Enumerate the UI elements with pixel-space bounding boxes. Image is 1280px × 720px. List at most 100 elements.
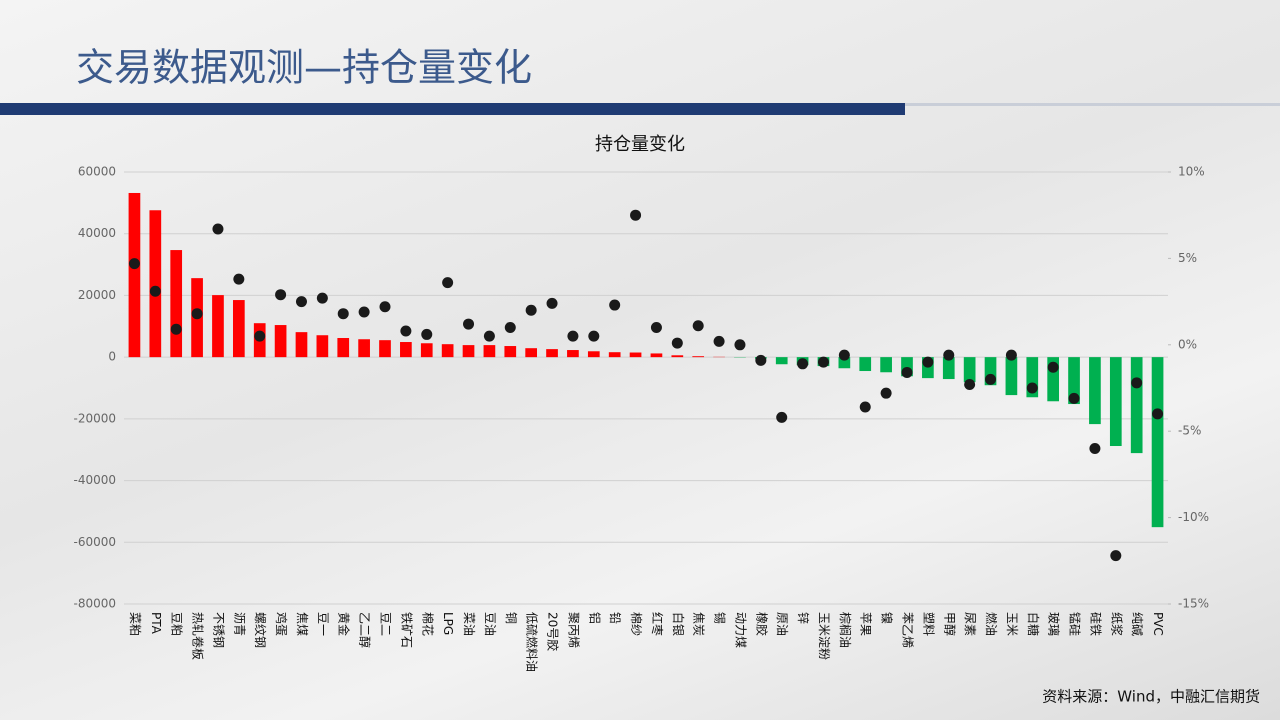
- x-tick-label: 铅: [608, 612, 622, 624]
- x-tick-label: 塑料: [921, 612, 936, 636]
- bar: [316, 335, 329, 358]
- dot: [630, 209, 642, 221]
- x-tick-label: 铝: [587, 612, 602, 624]
- dot: [316, 292, 328, 304]
- dot: [483, 330, 495, 342]
- dot: [734, 339, 746, 351]
- bar: [942, 357, 955, 380]
- y-tick-label: 60000: [78, 165, 116, 179]
- dot: [170, 323, 182, 335]
- chart-title: 持仓量变化: [595, 134, 685, 155]
- x-tick-label: 玉米: [1005, 612, 1019, 636]
- page-title: 交易数据观测—持仓量变化: [76, 46, 532, 90]
- bar: [650, 353, 663, 358]
- bar: [1109, 357, 1122, 447]
- x-tick-label: 橡胶: [754, 612, 769, 636]
- dot: [1152, 408, 1164, 420]
- header-bar: [0, 103, 905, 115]
- source: 资料来源：Wind，中融汇信期货: [1042, 688, 1260, 706]
- bar: [775, 357, 788, 365]
- dot: [859, 401, 871, 413]
- dot: [442, 277, 454, 289]
- x-tick-label: 菜粕: [128, 612, 143, 636]
- bar: [337, 338, 350, 358]
- bar: [1047, 357, 1060, 402]
- dot: [1110, 550, 1122, 562]
- bar: [1089, 357, 1101, 425]
- dot: [922, 356, 934, 368]
- y-tick-label: -20000: [73, 411, 116, 425]
- dot: [149, 285, 161, 297]
- x-tick-label: 红枣: [650, 612, 665, 636]
- dot: [191, 308, 203, 320]
- x-tick-label: 焦煤: [295, 612, 309, 636]
- bar: [441, 344, 454, 358]
- x-tick-label: 豆一: [316, 612, 330, 636]
- dot: [546, 297, 558, 309]
- dot: [567, 330, 579, 342]
- bar: [420, 343, 433, 358]
- dot: [1068, 392, 1080, 404]
- bar: [212, 295, 224, 358]
- dot: [421, 328, 433, 340]
- x-tick-label: 白银: [671, 612, 686, 636]
- x-tick-label: LPG: [441, 612, 455, 635]
- x-tick-label: 20号胶: [546, 612, 561, 651]
- y-tick-label: -80000: [73, 597, 116, 611]
- bar: [838, 357, 851, 369]
- dot: [400, 325, 412, 337]
- bar: [629, 352, 642, 358]
- dot: [838, 349, 850, 361]
- bar: [692, 356, 705, 358]
- dot: [817, 356, 829, 368]
- bar: [1026, 357, 1039, 398]
- bar: [149, 210, 162, 358]
- dot: [943, 349, 955, 361]
- x-tick-label: 原油: [775, 612, 789, 636]
- dot: [776, 411, 788, 423]
- x-tick-label: 铜: [504, 612, 519, 624]
- dot: [1047, 361, 1059, 373]
- dot: [275, 289, 287, 301]
- x-tick-label: 甲醇: [942, 612, 957, 636]
- bar: [170, 250, 183, 358]
- dot: [1131, 377, 1143, 389]
- x-tick-label: 铁矿石: [399, 612, 413, 648]
- x-tick-label: 棕榈油: [838, 612, 853, 648]
- bar: [462, 345, 475, 358]
- dot: [964, 379, 976, 391]
- x-tick-label: 尿素: [963, 612, 977, 636]
- x-tick-label: 乙二醇: [358, 612, 373, 648]
- dot: [463, 318, 475, 330]
- bar: [880, 357, 892, 373]
- x-tick-label: 燃油: [984, 612, 999, 636]
- x-tick-label: 豆二: [379, 612, 393, 636]
- dot: [233, 273, 245, 285]
- bar: [1130, 357, 1143, 454]
- x-tick-label: 螺纹钢: [253, 612, 267, 648]
- x-tick-label: 低硫燃料油: [525, 612, 540, 672]
- x-tick-label: 白糖: [1026, 612, 1041, 636]
- x-tick-label: 苹果: [859, 612, 873, 636]
- dot: [1089, 442, 1101, 454]
- dot: [671, 337, 683, 349]
- x-tick-label: 焦炭: [692, 612, 706, 636]
- dot: [254, 330, 266, 342]
- x-tick-label: 纯碱: [1130, 612, 1144, 636]
- x-tick-label: 不锈钢: [211, 612, 225, 648]
- bar: [504, 346, 517, 358]
- bar: [128, 192, 141, 358]
- dot: [504, 322, 516, 334]
- dot: [525, 304, 537, 316]
- x-tick-label: 苯乙烯: [901, 612, 915, 648]
- bar: [608, 352, 621, 358]
- x-tick-label: 沥青: [232, 612, 246, 636]
- bar: [922, 357, 934, 379]
- x-tick-label: 玻璃: [1047, 612, 1061, 636]
- dot: [880, 387, 892, 399]
- x-tick-label: PVC: [1151, 612, 1165, 636]
- x-tick-label: 镍: [880, 612, 894, 624]
- dot: [1026, 382, 1038, 394]
- dot: [212, 223, 224, 235]
- x-tick-label: 动力煤: [733, 612, 747, 648]
